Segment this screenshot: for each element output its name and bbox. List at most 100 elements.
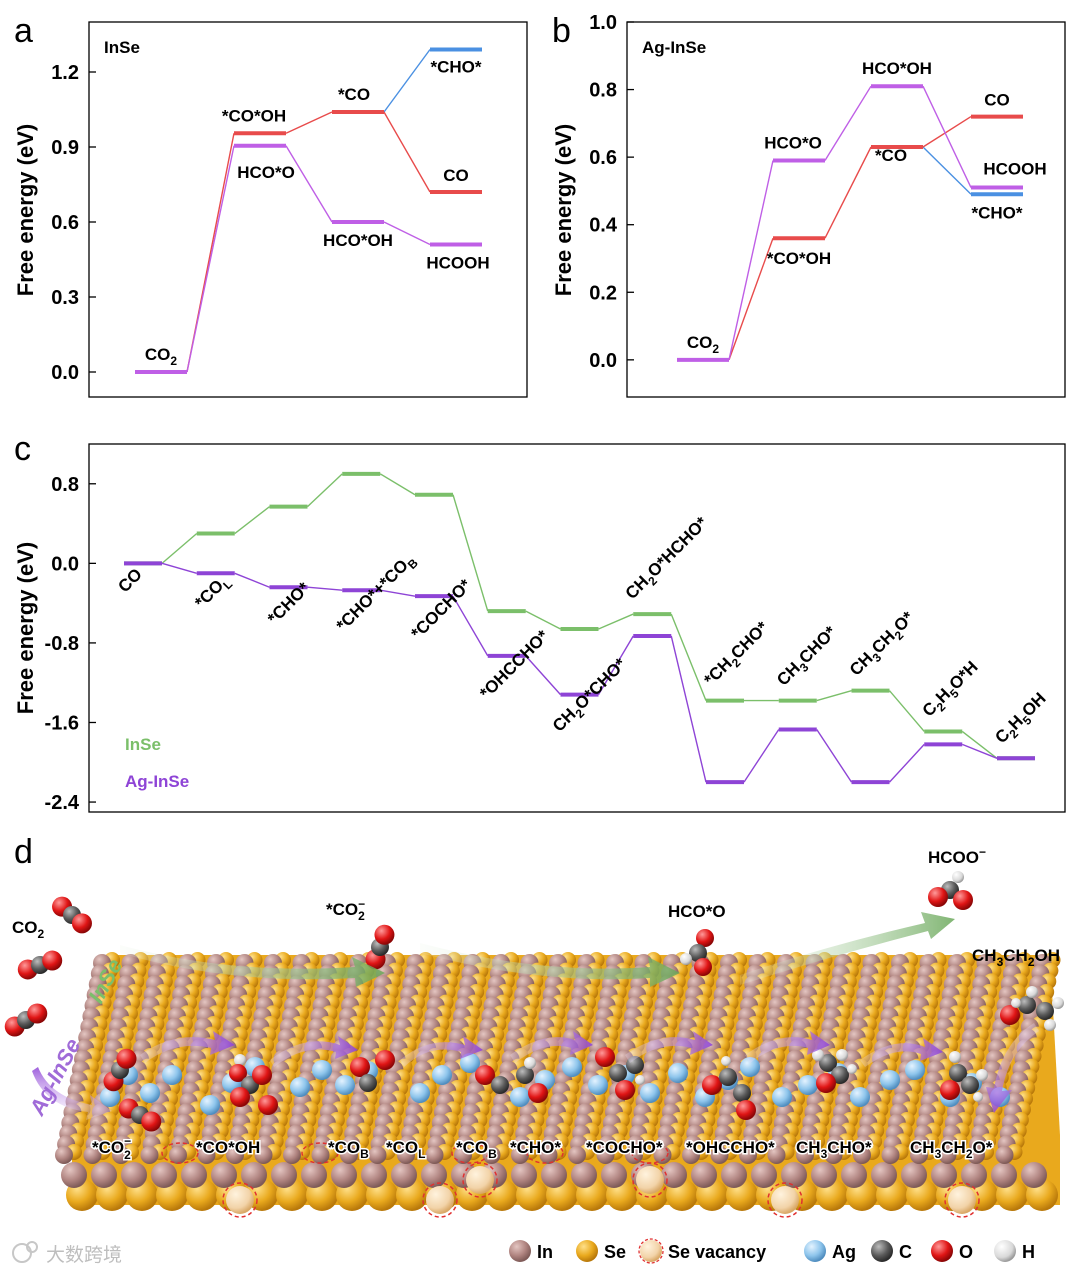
ag-atom [905,1060,925,1080]
h-atom [949,1051,961,1063]
watermark-text: 大数跨境 [46,1244,122,1266]
in-atom [140,1146,159,1164]
level-label-hcooh_1: HCO*OH [862,59,932,78]
se-vacancy [948,1186,976,1214]
ytick-label: 0.2 [589,282,617,304]
level-label-hcoo_1: HCO*O [764,134,822,153]
legend-swatch-se [576,1240,598,1262]
ytick-label: 0.0 [589,350,617,372]
connector-InSe-9 [816,689,852,702]
o-atom [42,950,63,971]
connector-Ag-InSe-9 [816,729,853,783]
connector-Ag-InSe-0 [161,562,197,574]
in-atom [454,1146,472,1164]
legend-swatch-c [871,1240,893,1262]
connector-co_ads-cho [383,49,431,113]
in-atom [995,1146,1014,1164]
chart-a-labels: CO2 *CO*OH HCO*O *CO HCO*OH *CHO* CO HCOOH [145,58,490,369]
connector-co_ads-co_g [383,111,431,193]
h-atom [847,1064,857,1074]
ytick-label: 1.2 [51,62,79,84]
state-label-3: *CHO*+*COB [333,549,421,637]
ytick-label: 0.0 [51,362,79,384]
intermediate-label-9: CH3CH2O* [910,1138,993,1161]
label-hcoo-star: HCO*O [668,902,726,921]
o-atom [141,1111,162,1132]
legend-swatch-in [509,1240,531,1262]
connector-InSe-7 [670,613,707,701]
in-atom [881,1146,900,1164]
chart-c-labels: CO *COL *CHO* *CHO*+*COB*COCHO**OHCCHO*CH2O… [114,513,1049,747]
ytick-label: -2.4 [45,792,80,814]
in-atom [241,1162,267,1188]
in-atom [421,1162,447,1188]
ag-atom [640,1083,660,1103]
intermediate-label-7: *OHCCHO* [686,1138,775,1157]
in-atom [511,1162,537,1188]
o-atom [229,1064,247,1082]
ag-atom [740,1057,760,1077]
in-atom [361,1162,387,1188]
h-atom [1011,998,1021,1008]
ag-atom [432,1065,452,1085]
se-vacancy-ring [422,1182,458,1218]
connector-InSe-10 [888,690,925,732]
connector-hcoo_1-hcooh_1 [285,145,333,223]
in-atom [910,1146,928,1164]
se-vacancy [226,1186,254,1214]
in-atom [796,1146,814,1164]
in-atom [541,1162,567,1188]
in-atom [254,1146,273,1164]
ag-atom [510,1087,530,1107]
in-atom [61,1162,87,1188]
in-atom [682,1146,700,1164]
in-atom [151,1162,177,1188]
chart-b-ylabel: Free energy (eV) [551,124,576,296]
catalyst-slab [55,952,1061,1218]
watermark: 大数跨境 [12,1241,122,1266]
level-label-cooh: *CO*OH [222,106,286,125]
ag-atom [460,1053,480,1073]
h-atom [1026,986,1038,998]
connector-hcoo_1-hcooh_1 [824,85,872,161]
state-label-10: CH3CH2O* [846,608,921,683]
connector-Ag-InSe-1 [234,572,270,588]
c-atom [491,1076,509,1094]
chart-c-yticks: -2.4 -1.6 -0.8 0.0 0.8 [45,474,96,814]
in-atom [901,1162,927,1188]
chart-a-ylabel: Free energy (eV) [13,124,38,296]
in-atom [1021,1162,1047,1188]
h-atom [234,1054,246,1066]
o-atom [350,1057,370,1077]
level-label-co2: CO2 [687,333,720,356]
c-atom [831,1066,849,1084]
level-label-co_g: CO [443,166,469,185]
h-atom [812,1049,824,1061]
chart-b-connectors [728,85,972,361]
chart-c: Free energy (eV) -2.4 -1.6 -0.8 0.0 0.8 CO *C… [13,443,1066,814]
chart-a-levels [135,47,482,374]
panel-letter-d: d [14,835,33,871]
in-atom [691,1162,717,1188]
o-atom [736,1100,756,1120]
in-atom [397,1146,415,1164]
connector-InSe-11 [961,730,998,759]
panel-letter-c: c [14,430,31,468]
in-atom [211,1162,237,1188]
ag-atom [410,1083,430,1103]
panel-d-schematic: d InSe Ag-InSe CO2 *CO− 2 HCO*O HCOO− CH3… [4,835,1064,1266]
se-vacancy-ring [451,1142,489,1164]
h-atom [635,1075,645,1085]
connector-cooh-co_ads [824,146,872,239]
state-label-1: *COL [191,571,235,615]
ag-atom [335,1075,355,1095]
connector-hcooh_1-hcooh [383,221,431,246]
h-atom [721,1056,731,1066]
chart-c-ylabel: Free energy (eV) [13,542,38,714]
adsorbate-molecules [4,871,1064,1132]
connector-Ag-InSe-7 [670,635,707,783]
connector-InSe-6 [598,613,634,630]
chart-a-connectors [186,49,431,373]
in-atom [226,1146,244,1164]
in-atom [271,1162,297,1188]
